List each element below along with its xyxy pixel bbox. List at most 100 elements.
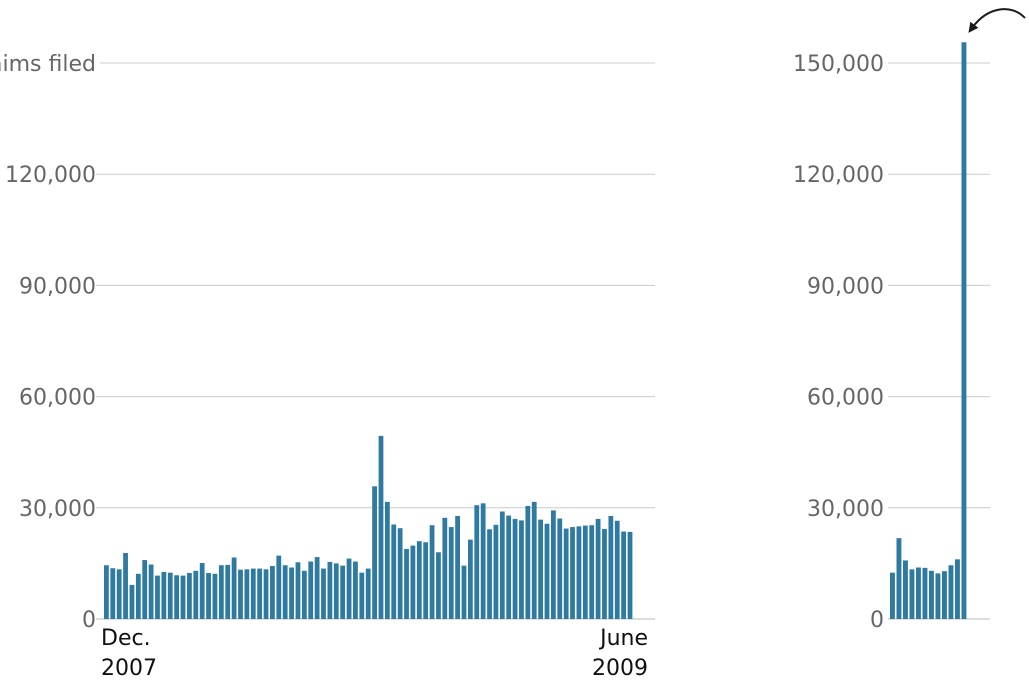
- label-backing: [0, 52, 100, 77]
- bar: [231, 557, 237, 619]
- bar: [621, 531, 627, 619]
- bar: [327, 561, 333, 619]
- bar: [289, 567, 294, 619]
- bar: [955, 559, 960, 619]
- bar: [270, 565, 275, 619]
- bar: [129, 584, 135, 619]
- bar: [455, 515, 460, 619]
- bar: [519, 520, 524, 619]
- bar: [378, 435, 384, 619]
- bar: [244, 569, 250, 619]
- bar: [346, 558, 352, 619]
- y-tick-label: 120,000: [793, 163, 884, 188]
- bar: [525, 505, 531, 619]
- bar: [416, 541, 422, 619]
- curved-arrow-icon: [968, 8, 1026, 33]
- x-tick-label: Dec.: [101, 626, 151, 651]
- bar: [589, 525, 595, 619]
- bar: [276, 555, 282, 619]
- bar: [263, 569, 269, 619]
- bar: [391, 524, 397, 619]
- bar: [333, 563, 339, 619]
- bar: [582, 525, 588, 619]
- bar: [295, 562, 301, 619]
- x-tick-label: 2007: [101, 656, 157, 681]
- bar: [467, 539, 473, 619]
- bar: [942, 571, 947, 619]
- bar: [929, 570, 934, 619]
- bar: [257, 568, 263, 619]
- bar: [935, 573, 941, 619]
- bar: [218, 565, 224, 619]
- bar: [916, 567, 921, 619]
- bar: [187, 573, 192, 619]
- bar: [148, 564, 154, 619]
- bar: [922, 567, 928, 619]
- y-tick-label: 60,000: [807, 386, 884, 411]
- chart-panel-recent: 0 30,000 60,000 90,000 120,000 150,000: [793, 42, 990, 633]
- bar: [212, 573, 218, 619]
- bar: [896, 538, 902, 619]
- bar: [499, 511, 505, 619]
- bar: [142, 560, 148, 619]
- bar: [909, 569, 915, 619]
- bar: [627, 531, 633, 619]
- bar: [314, 557, 320, 619]
- bar: [890, 572, 895, 619]
- bar: [321, 568, 326, 619]
- bar: [359, 572, 365, 619]
- bar: [397, 528, 403, 619]
- bar: [506, 515, 512, 619]
- bar: [282, 565, 288, 619]
- y-tick-label: 0: [870, 608, 884, 633]
- bar: [602, 528, 607, 619]
- y-tick-label: 30,000: [19, 497, 96, 522]
- bar: [595, 518, 601, 619]
- bar: [531, 501, 537, 619]
- bar: [250, 568, 256, 619]
- bar: [110, 568, 116, 619]
- bar: [404, 548, 409, 619]
- bar: [493, 524, 499, 619]
- bar: [544, 523, 550, 619]
- bar: [474, 505, 480, 619]
- bar: [372, 486, 377, 619]
- bar: [512, 518, 518, 619]
- bar: [429, 525, 435, 619]
- bar: [167, 572, 173, 619]
- bar: [563, 528, 569, 619]
- chart-panel-dec2007-june2009: 0 30,000 60,000 90,000 120,000 150,000 claims…: [0, 52, 655, 681]
- y-tick-label: 30,000: [807, 497, 884, 522]
- bar: [557, 518, 563, 619]
- bar: [903, 560, 908, 619]
- bar: [461, 565, 467, 619]
- y-tick-label: 150,000 claims filed: [0, 52, 96, 77]
- y-tick-label: 90,000: [19, 274, 96, 299]
- bar: [174, 575, 180, 619]
- bar: [193, 570, 199, 619]
- bar: [614, 520, 620, 619]
- bar: [104, 565, 109, 619]
- bar: [961, 42, 967, 620]
- bar: [576, 526, 582, 619]
- bar: [423, 542, 429, 619]
- bar: [353, 561, 358, 619]
- bar: [135, 573, 141, 619]
- bar: [155, 575, 160, 619]
- bar: [308, 561, 314, 619]
- bar: [340, 565, 346, 619]
- bar: [238, 569, 243, 619]
- bar: [487, 529, 492, 619]
- y-tick-label: 0: [82, 608, 96, 633]
- bar: [448, 527, 454, 619]
- bar: [365, 568, 371, 619]
- y-tick-label: 90,000: [807, 274, 884, 299]
- x-tick-label: 2009: [592, 656, 648, 681]
- bar: [180, 575, 186, 619]
- bar: [570, 527, 575, 619]
- y-tick-label: 120,000: [5, 163, 96, 188]
- bar: [480, 503, 486, 619]
- bar: [123, 553, 128, 619]
- bar: [948, 565, 954, 619]
